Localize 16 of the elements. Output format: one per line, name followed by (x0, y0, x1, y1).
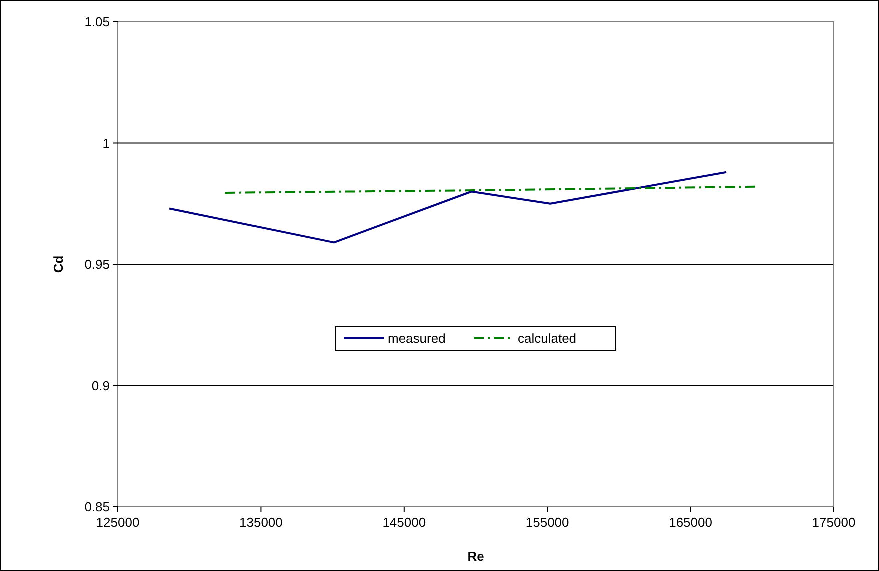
x-axis-title: Re (468, 549, 484, 564)
legend-label: calculated (518, 331, 577, 346)
x-tick-label: 125000 (96, 515, 140, 530)
x-tick-label: 155000 (526, 515, 570, 530)
y-tick-label: 0.95 (84, 257, 110, 272)
x-tick-label: 165000 (669, 515, 712, 530)
line-series (168, 171, 728, 244)
y-tick-label: 0.9 (92, 378, 110, 394)
y-axis-title: Cd (51, 256, 66, 274)
x-tick-label: 175000 (812, 515, 856, 530)
y-tick-label: 0.85 (84, 500, 110, 515)
x-tick-label: 145000 (382, 515, 426, 530)
y-tick-label: 1.05 (84, 14, 110, 30)
legend-label: measured (388, 331, 446, 346)
x-tick-label: 135000 (240, 515, 283, 530)
y-tick-label: 1 (102, 136, 110, 151)
